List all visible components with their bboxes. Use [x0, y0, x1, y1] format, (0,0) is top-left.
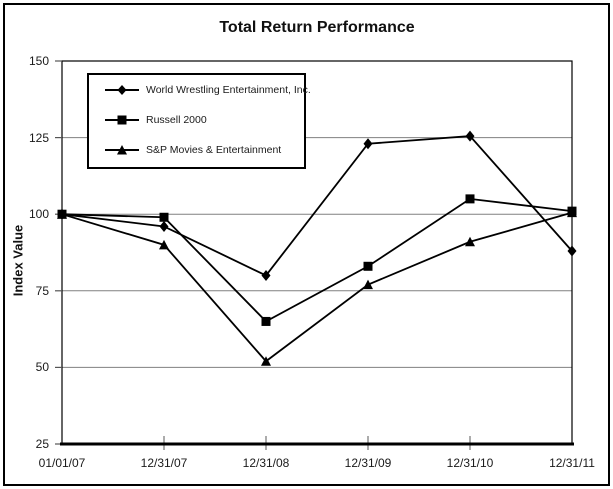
x-tick-label: 12/31/07 [140, 456, 188, 470]
y-tick-label: 50 [35, 360, 49, 375]
legend-item-russell: Russell 2000 [105, 113, 304, 127]
diamond-marker-icon [105, 85, 139, 95]
x-tick-label: 12/31/08 [242, 456, 290, 470]
square-marker-icon [105, 115, 139, 125]
y-tick-label: 100 [28, 207, 49, 222]
chart-title: Total Return Performance [219, 19, 415, 36]
outer-border [3, 3, 610, 486]
y-tick-label: 125 [28, 130, 49, 145]
y-tick-label: 150 [28, 54, 49, 68]
x-tick-label: 12/31/10 [446, 456, 494, 470]
x-tick-label: 12/31/09 [344, 456, 392, 470]
legend: World Wrestling Entertainment, Inc. Russ… [87, 73, 311, 169]
legend-item-sp-movies: S&P Movies & Entertainment [105, 143, 304, 157]
legend-label: Russell 2000 [146, 114, 207, 126]
x-tick-label: 01/01/07 [38, 456, 86, 470]
legend-item-wwe: World Wrestling Entertainment, Inc. [105, 83, 311, 97]
y-tick-label: 25 [35, 437, 49, 451]
y-tick-label: 75 [35, 283, 49, 298]
triangle-marker-icon [105, 145, 139, 155]
legend-label: World Wrestling Entertainment, Inc. [146, 84, 311, 96]
legend-label: S&P Movies & Entertainment [146, 144, 282, 156]
x-tick-label: 12/31/11 [549, 456, 595, 470]
